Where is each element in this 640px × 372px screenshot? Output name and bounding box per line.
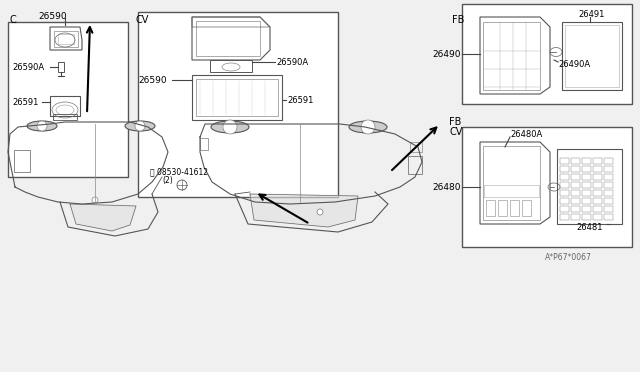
Bar — [571, 198, 580, 204]
Circle shape — [361, 120, 375, 134]
Bar — [196, 21, 260, 56]
Bar — [604, 190, 613, 196]
Bar — [604, 182, 613, 188]
Bar — [593, 190, 602, 196]
Ellipse shape — [125, 121, 155, 131]
Bar — [8, 22, 128, 177]
Bar — [560, 198, 569, 204]
Bar — [483, 22, 540, 90]
Ellipse shape — [349, 121, 387, 133]
Bar — [462, 127, 632, 247]
Text: 26481: 26481 — [576, 222, 602, 231]
Text: 26490A: 26490A — [558, 60, 590, 68]
Bar — [593, 174, 602, 180]
Text: FB: FB — [452, 15, 465, 25]
Text: 26480A: 26480A — [510, 129, 542, 138]
Bar — [522, 200, 531, 216]
Bar — [200, 138, 208, 150]
Bar — [604, 214, 613, 220]
Bar — [582, 190, 591, 196]
Polygon shape — [70, 204, 136, 231]
Bar — [14, 150, 30, 172]
Text: 26590A: 26590A — [12, 62, 44, 71]
Bar — [582, 158, 591, 164]
Bar — [593, 198, 602, 204]
Bar — [138, 12, 338, 197]
Text: FB: FB — [449, 117, 461, 127]
Text: 26491: 26491 — [578, 10, 604, 19]
Bar — [582, 174, 591, 180]
Bar — [557, 149, 622, 224]
Bar — [560, 166, 569, 172]
Bar — [196, 79, 278, 116]
Text: 26591: 26591 — [287, 96, 314, 105]
Text: 26591: 26591 — [12, 97, 38, 106]
Bar — [560, 158, 569, 164]
Bar — [582, 166, 591, 172]
Bar — [604, 166, 613, 172]
Bar — [582, 206, 591, 212]
Bar — [210, 60, 252, 72]
Circle shape — [37, 121, 47, 131]
Bar — [462, 4, 632, 104]
Bar — [571, 206, 580, 212]
Bar — [54, 31, 78, 47]
Bar — [571, 158, 580, 164]
Circle shape — [135, 121, 145, 131]
Bar — [604, 198, 613, 204]
Bar — [604, 174, 613, 180]
Bar — [498, 200, 507, 216]
Bar — [53, 114, 77, 120]
Bar — [58, 34, 74, 44]
Bar — [565, 25, 619, 87]
Text: A*P67*0067: A*P67*0067 — [545, 253, 592, 262]
Bar — [410, 142, 422, 152]
Circle shape — [92, 197, 98, 203]
Bar — [50, 96, 80, 116]
Bar — [571, 182, 580, 188]
Text: 26590A: 26590A — [276, 58, 308, 67]
Bar — [593, 206, 602, 212]
Text: CV: CV — [449, 127, 462, 137]
Bar — [483, 146, 540, 220]
Polygon shape — [250, 194, 358, 227]
Text: 26590: 26590 — [138, 76, 166, 84]
Text: Ⓢ 08530-41612: Ⓢ 08530-41612 — [150, 167, 208, 176]
Bar — [571, 174, 580, 180]
Bar — [582, 198, 591, 204]
Bar — [593, 158, 602, 164]
Bar — [593, 166, 602, 172]
Text: 26590: 26590 — [38, 12, 67, 20]
Circle shape — [223, 120, 237, 134]
Bar — [408, 156, 422, 174]
Bar — [571, 166, 580, 172]
Bar — [192, 75, 282, 120]
Text: CV: CV — [135, 15, 148, 25]
Bar — [593, 182, 602, 188]
Bar — [510, 200, 519, 216]
Text: C: C — [10, 15, 17, 25]
Bar — [604, 206, 613, 212]
Bar — [486, 200, 495, 216]
Bar — [604, 158, 613, 164]
Bar — [562, 22, 622, 90]
Bar — [484, 185, 539, 197]
Bar — [582, 182, 591, 188]
Bar — [571, 214, 580, 220]
Text: 26480: 26480 — [432, 183, 461, 192]
Bar — [560, 190, 569, 196]
Circle shape — [317, 209, 323, 215]
Bar — [58, 62, 64, 72]
Ellipse shape — [27, 121, 57, 131]
Bar — [560, 182, 569, 188]
Ellipse shape — [211, 121, 249, 133]
Bar — [560, 206, 569, 212]
Bar — [571, 190, 580, 196]
Bar — [582, 214, 591, 220]
Bar — [593, 214, 602, 220]
Bar — [560, 174, 569, 180]
Text: 26490: 26490 — [432, 49, 461, 58]
Text: (2): (2) — [162, 176, 173, 185]
Bar — [560, 214, 569, 220]
